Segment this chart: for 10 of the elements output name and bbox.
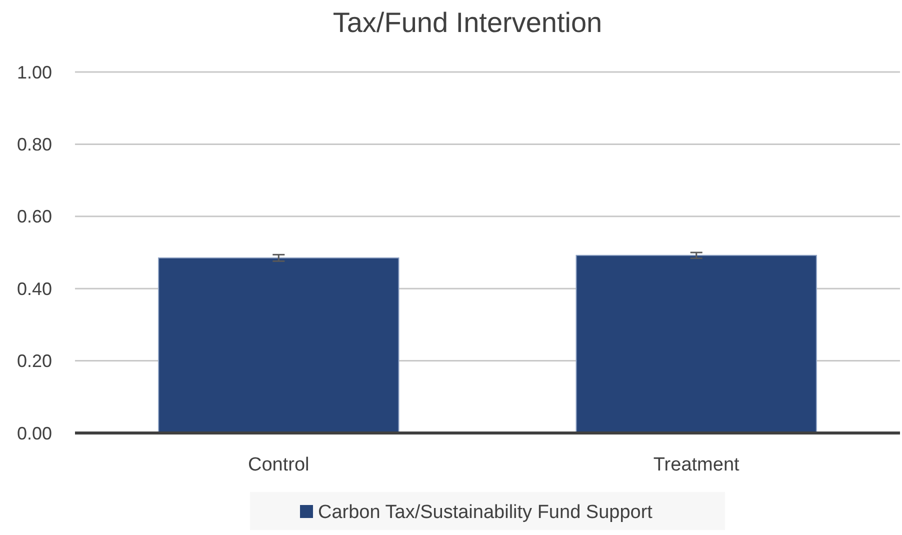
y-tick-label: 0.20 (16, 351, 52, 372)
legend-label: Carbon Tax/Sustainability Fund Support (318, 502, 654, 524)
y-tick-label: 0.80 (16, 134, 52, 154)
y-tick-label: 0.00 (16, 423, 52, 444)
y-tick-label: 1.00 (16, 62, 52, 82)
x-tick-label: Control (248, 454, 310, 476)
y-tick-label: 0.40 (16, 278, 52, 299)
x-tick-label: Treatment (653, 454, 740, 476)
chart-title: Tax/Fund Intervention (332, 7, 602, 38)
y-tick-label: 0.60 (16, 206, 52, 227)
